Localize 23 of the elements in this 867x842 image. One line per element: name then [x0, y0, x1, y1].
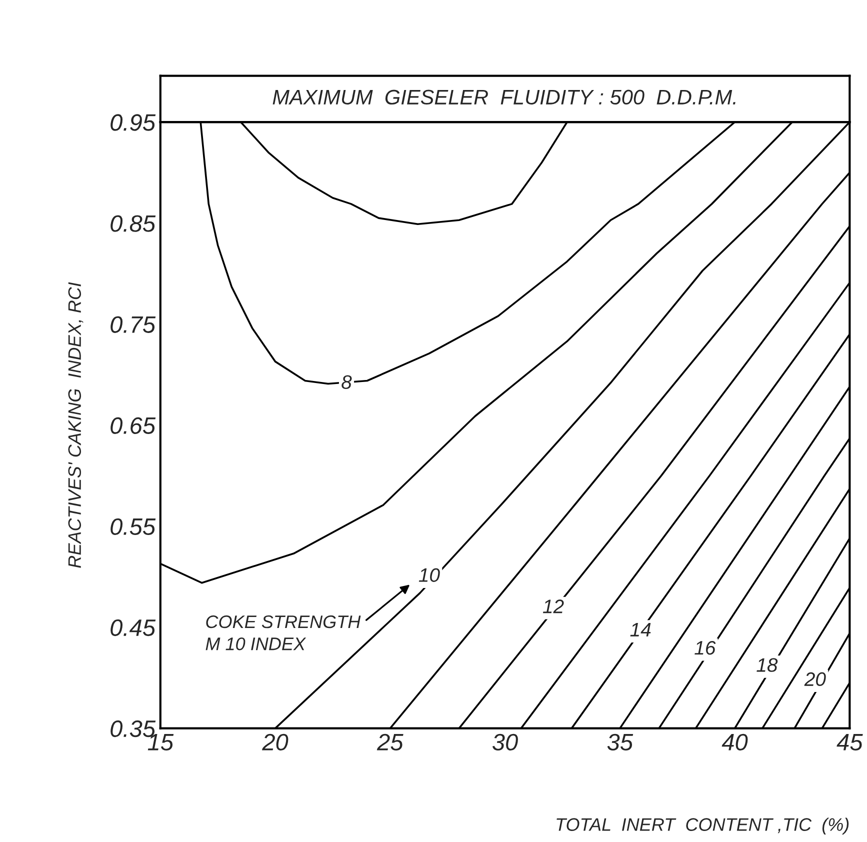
y-tick-label: 0.85	[110, 215, 156, 232]
annotation: 8	[342, 375, 352, 390]
annotation: 18	[756, 658, 778, 672]
x-tick-label: 30	[492, 734, 518, 751]
x-tick-label: 40	[722, 734, 748, 751]
annotation: 10	[418, 568, 440, 582]
y-tick-label: 0.45	[110, 619, 156, 636]
annotation: 20	[804, 672, 826, 686]
x-tick-label: 45	[836, 734, 863, 751]
x-tick-label: 35	[607, 734, 634, 751]
chart-title: MAXIMUM GIESELER FLUIDITY : 500 D.D.P.M.	[272, 90, 736, 105]
x-axis-title: TOTAL INERT CONTENT ,TIC (%)	[556, 818, 849, 835]
annotation: 14	[630, 622, 651, 636]
annotation: COKE STRENGTH M 10 INDEX	[206, 615, 361, 650]
y-tick-label: 0.95	[110, 114, 156, 131]
y-tick-label: 0.65	[110, 417, 156, 434]
x-tick-label: 20	[262, 734, 288, 751]
y-tick-label: 0.55	[110, 518, 156, 536]
y-axis-title: REACTIVES' CAKING INDEX, RCI	[68, 282, 84, 568]
annotation: 12	[542, 600, 564, 614]
y-tick-label: 0.75	[110, 316, 156, 333]
x-tick-label: 25	[376, 734, 404, 751]
annotation: 16	[694, 640, 716, 655]
